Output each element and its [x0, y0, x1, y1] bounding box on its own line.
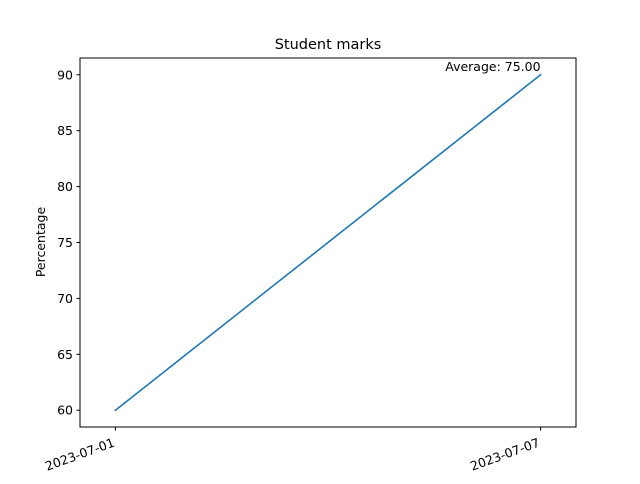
y-tick-label: 75: [57, 235, 73, 250]
y-axis-label: Percentage: [33, 207, 48, 278]
y-tick-label: 90: [57, 67, 73, 82]
plot-area-frame: [79, 57, 577, 428]
y-tick-label: 65: [57, 347, 73, 362]
series-layer: [114, 73, 542, 412]
y-tick-label: 70: [57, 291, 73, 306]
y-tick-label: 85: [57, 123, 73, 138]
y-tick-label: 60: [57, 403, 73, 418]
series-line: [114, 73, 542, 412]
chart-title: Student marks: [275, 37, 382, 53]
y-axis-ticks: 60 65 70 75 80 85 90: [57, 67, 80, 418]
y-tick-label: 80: [57, 179, 73, 194]
average-annotation: Average: 75.00: [445, 59, 540, 74]
